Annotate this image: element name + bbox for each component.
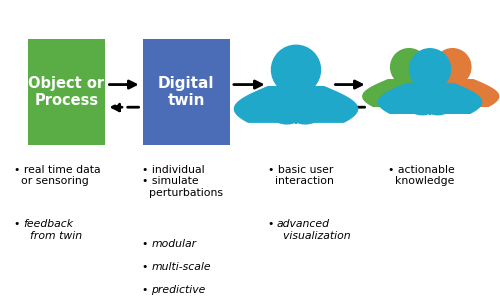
Text: •: • <box>142 284 152 295</box>
Text: • real time data
  or sensoring: • real time data or sensoring <box>14 165 101 186</box>
Text: Object or
Process: Object or Process <box>28 76 104 108</box>
Text: •: • <box>142 239 152 249</box>
FancyBboxPatch shape <box>28 39 105 145</box>
FancyBboxPatch shape <box>142 39 230 145</box>
Ellipse shape <box>272 45 320 94</box>
Text: • individual
• simulate
  perturbations: • individual • simulate perturbations <box>142 165 224 198</box>
Text: •: • <box>268 219 278 229</box>
Text: advanced
  visualization: advanced visualization <box>276 219 351 241</box>
Polygon shape <box>378 84 482 115</box>
Text: predictive: predictive <box>152 284 206 295</box>
Text: multi-scale: multi-scale <box>152 262 211 272</box>
Ellipse shape <box>410 49 451 90</box>
Polygon shape <box>363 80 455 108</box>
Ellipse shape <box>390 49 428 85</box>
Text: Digital
twin: Digital twin <box>158 76 214 108</box>
Text: •: • <box>142 262 152 272</box>
Text: • actionable
  knowledge: • actionable knowledge <box>388 165 454 186</box>
Ellipse shape <box>434 49 471 85</box>
Polygon shape <box>234 87 358 124</box>
Text: feedback
  from twin: feedback from twin <box>23 219 82 241</box>
Text: modular: modular <box>152 239 196 249</box>
Text: • basic user
  interaction: • basic user interaction <box>268 165 334 186</box>
Text: •: • <box>14 219 24 229</box>
Polygon shape <box>406 80 498 108</box>
